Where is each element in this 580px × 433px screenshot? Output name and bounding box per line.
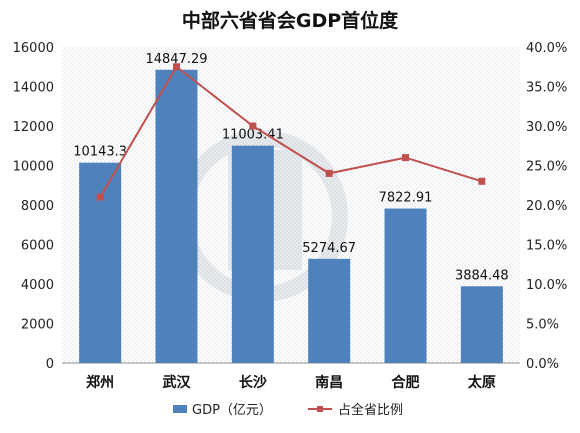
legend-swatch-gdp <box>173 405 187 413</box>
ratio-point <box>325 169 333 177</box>
legend: GDP（亿元） 占全省比例 <box>173 402 403 418</box>
y-left-tick-label: 6000 <box>21 239 54 254</box>
x-tick-label: 合肥 <box>392 374 420 391</box>
bar-data-label: 7822.91 <box>379 190 433 205</box>
y-left-tick-label: 0 <box>46 357 54 372</box>
y-right-tick-label: 40.0% <box>526 41 567 56</box>
bar <box>79 162 122 363</box>
y-right-tick-label: 25.0% <box>526 160 567 175</box>
y-axis-right: 0.0% 5.0% 10.0% 15.0% 20.0% 25.0% 30.0% 35.0% 40… <box>526 41 567 372</box>
y-left-tick-label: 4000 <box>21 278 54 293</box>
bar-data-label: 5274.67 <box>302 241 356 256</box>
ratio-line <box>99 65 483 198</box>
y-left-tick-label: 10000 <box>13 160 54 175</box>
line-series <box>96 63 486 201</box>
y-right-tick-label: 35.0% <box>526 81 567 96</box>
bar-data-label: 14847.29 <box>145 52 207 67</box>
ratio-point <box>249 122 257 130</box>
y-left-tick-label: 8000 <box>21 199 54 214</box>
legend-swatch-ratio-marker <box>317 406 323 412</box>
legend-label-ratio: 占全省比例 <box>338 402 403 418</box>
bar-data-label: 10143.3 <box>73 145 127 160</box>
bar-data-labels: 10143.3 14847.29 11003.41 5274.67 7822.91 388… <box>73 52 508 284</box>
x-tick-label: 武汉 <box>163 374 192 391</box>
plot-area <box>62 47 520 363</box>
chart-title: 中部六省省会GDP首位度 <box>182 9 399 32</box>
x-tick-label: 太原 <box>468 374 496 391</box>
y-left-tick-label: 2000 <box>21 318 54 333</box>
y-right-tick-label: 10.0% <box>526 278 567 293</box>
bar <box>231 145 274 363</box>
bar <box>460 286 503 363</box>
y-left-tick-label: 14000 <box>13 81 54 96</box>
x-tick-label: 南昌 <box>315 374 343 391</box>
ratio-point <box>96 193 104 201</box>
bar-data-label: 3884.48 <box>455 268 509 283</box>
bar <box>308 258 351 363</box>
y-left-tick-label: 12000 <box>13 120 54 135</box>
y-axis-left: 0 2000 4000 6000 8000 10000 12000 14000 16000 <box>13 41 54 372</box>
y-left-tick-label: 16000 <box>13 41 54 56</box>
y-right-tick-label: 20.0% <box>526 199 567 214</box>
y-right-tick-label: 0.0% <box>526 357 559 372</box>
y-right-tick-label: 15.0% <box>526 239 567 254</box>
y-right-tick-label: 5.0% <box>526 318 559 333</box>
x-tick-label: 长沙 <box>239 374 267 391</box>
y-right-tick-label: 30.0% <box>526 120 567 135</box>
bar <box>384 208 427 363</box>
x-tick-label: 郑州 <box>86 374 114 391</box>
x-axis-labels: 郑州 武汉 长沙 南昌 合肥 太原 <box>86 374 496 391</box>
legend-label-gdp: GDP（亿元） <box>192 403 272 418</box>
bar <box>155 69 198 363</box>
bar-data-label: 11003.41 <box>222 128 284 143</box>
ratio-point <box>402 154 409 162</box>
ratio-point <box>478 177 486 185</box>
ratio-point <box>173 63 180 71</box>
